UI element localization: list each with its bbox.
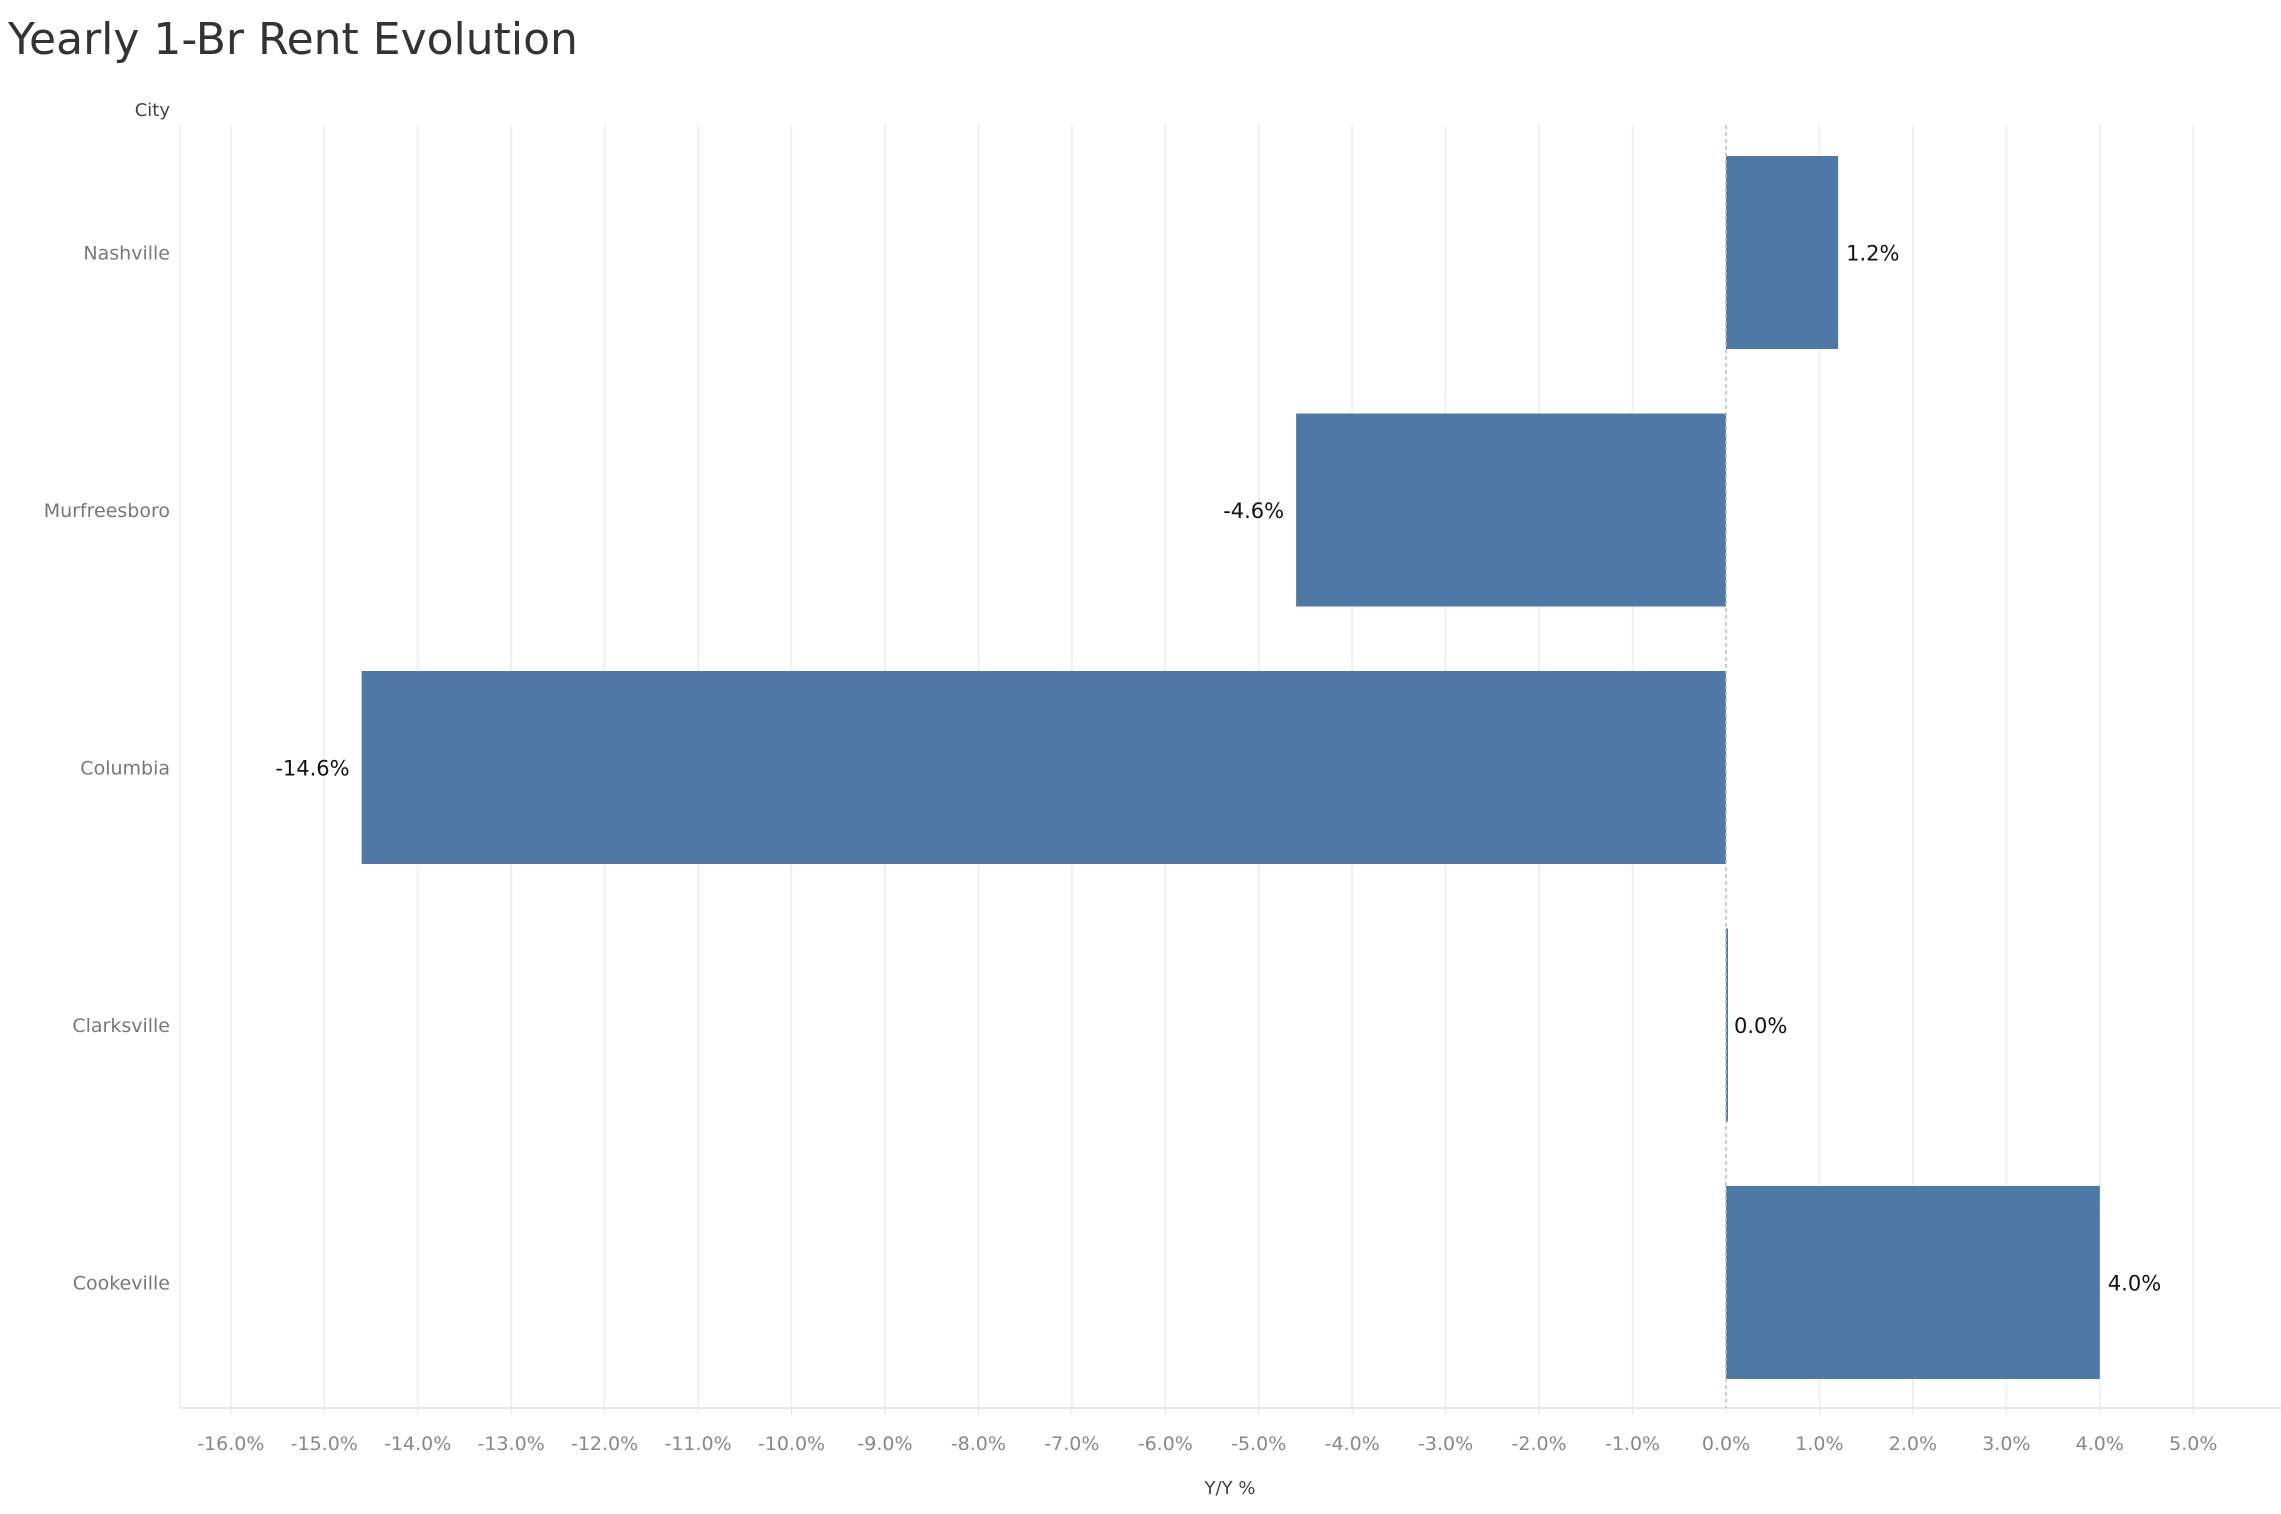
category-label: Nashville xyxy=(83,243,170,265)
x-tick-label: -5.0% xyxy=(1231,1433,1286,1455)
data-label: -4.6% xyxy=(1223,499,1284,523)
bar xyxy=(1726,928,1728,1122)
x-tick-label: 2.0% xyxy=(1889,1433,1937,1455)
data-label: 0.0% xyxy=(1734,1014,1787,1038)
x-tick-label: -15.0% xyxy=(291,1433,358,1455)
x-tick-label: -6.0% xyxy=(1138,1433,1193,1455)
chart-title: Yearly 1-Br Rent Evolution xyxy=(8,14,578,65)
x-tick-label: -2.0% xyxy=(1512,1433,1567,1455)
row-header: City xyxy=(135,100,171,121)
category-label: Cookeville xyxy=(73,1273,170,1295)
x-tick-label: -13.0% xyxy=(478,1433,545,1455)
data-label: -14.6% xyxy=(275,757,349,781)
x-tick-label: 3.0% xyxy=(1982,1433,2030,1455)
x-tick-label: -12.0% xyxy=(571,1433,638,1455)
bar xyxy=(1296,413,1726,607)
data-label: 4.0% xyxy=(2108,1272,2161,1296)
x-axis-title: Y/Y % xyxy=(1204,1478,1256,1499)
x-tick-label: -16.0% xyxy=(197,1433,264,1455)
x-tick-label: -14.0% xyxy=(384,1433,451,1455)
bar xyxy=(1726,156,1839,349)
x-tick-label: -1.0% xyxy=(1605,1433,1660,1455)
category-label: Murfreesboro xyxy=(44,500,170,522)
x-tick-label: 0.0% xyxy=(1702,1433,1750,1455)
x-tick-label: -9.0% xyxy=(857,1433,912,1455)
category-label: Clarksville xyxy=(72,1015,170,1037)
x-tick-label: -3.0% xyxy=(1418,1433,1473,1455)
bar xyxy=(361,671,1726,864)
category-label: Columbia xyxy=(80,758,170,780)
x-tick-label: -7.0% xyxy=(1044,1433,1099,1455)
x-tick-label: 4.0% xyxy=(2076,1433,2124,1455)
x-tick-label: 5.0% xyxy=(2169,1433,2217,1455)
x-tick-label: -8.0% xyxy=(951,1433,1006,1455)
x-tick-label: -4.0% xyxy=(1325,1433,1380,1455)
x-tick-label: -11.0% xyxy=(664,1433,731,1455)
data-label: 1.2% xyxy=(1846,242,1899,266)
x-tick-label: -10.0% xyxy=(758,1433,825,1455)
bar xyxy=(1726,1186,2100,1379)
x-tick-label: 1.0% xyxy=(1795,1433,1843,1455)
